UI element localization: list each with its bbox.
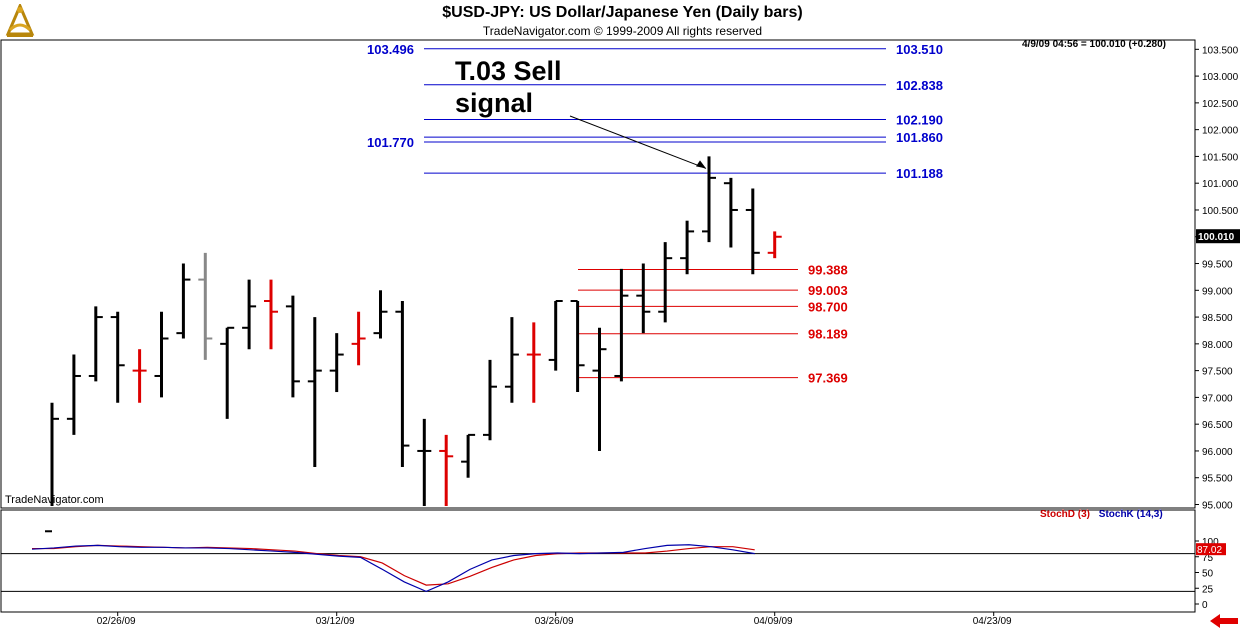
y-tick-label: 103.500 bbox=[1202, 45, 1239, 56]
ohlc-bar bbox=[242, 279, 257, 350]
y-tick-label: 100.500 bbox=[1202, 206, 1239, 217]
ohlc-bar bbox=[570, 300, 585, 393]
blue-level-label: 103.510 bbox=[896, 42, 943, 57]
y-tick-label: 99.500 bbox=[1202, 260, 1233, 271]
blue-level-left-label: 103.496 bbox=[367, 42, 414, 57]
stochastic-panel-frame bbox=[0, 509, 1196, 613]
watermark: TradeNavigator.com bbox=[5, 494, 104, 506]
ohlc-bar bbox=[373, 290, 388, 339]
ohlc-bar bbox=[504, 317, 519, 403]
last-price-box bbox=[1196, 229, 1240, 244]
ohlc-bar bbox=[351, 311, 366, 366]
last-price-label: 100.010 bbox=[1198, 232, 1235, 243]
y-tick-label: 97.500 bbox=[1202, 367, 1233, 378]
legend-stoch-k: StochK (14,3) bbox=[1098, 509, 1163, 520]
ohlc-bar bbox=[548, 300, 563, 371]
y-tick-label: 103.000 bbox=[1202, 72, 1239, 83]
blue-level-label: 101.188 bbox=[896, 166, 943, 181]
ohlc-bar bbox=[526, 322, 541, 403]
stoch-y-tick-label: 25 bbox=[1202, 584, 1214, 595]
y-tick-label: 101.000 bbox=[1202, 179, 1239, 190]
ohlc-bar bbox=[614, 268, 629, 382]
ohlc-bar bbox=[395, 301, 410, 468]
ohlc-bar bbox=[680, 220, 695, 275]
y-tick-label: 95.500 bbox=[1202, 474, 1233, 485]
red-level-label: 98.700 bbox=[808, 299, 848, 314]
ohlc-bar bbox=[45, 402, 59, 533]
ohlc-bar bbox=[329, 333, 344, 393]
blue-level-label: 102.190 bbox=[896, 112, 943, 127]
blue-level-left-label: 101.770 bbox=[367, 135, 414, 150]
ohlc-bar bbox=[264, 279, 278, 350]
blue-level-label: 102.838 bbox=[896, 78, 943, 93]
ohlc-bar bbox=[592, 327, 607, 451]
stoch-y-tick-label: 75 bbox=[1202, 553, 1214, 564]
red-level-label: 99.388 bbox=[808, 263, 848, 278]
ohlc-bar bbox=[461, 433, 476, 478]
ohlc-bar bbox=[220, 326, 235, 419]
chart-title: $USD-JPY: US Dollar/Japanese Yen (Daily … bbox=[442, 4, 803, 21]
legend-stoch-d: StochD (3) bbox=[1040, 509, 1090, 520]
stoch-y-tick-label: 50 bbox=[1202, 569, 1214, 580]
ohlc-bar bbox=[176, 263, 191, 339]
quote-readout: 4/9/09 04:56 = 100.010 (+0.280) bbox=[1022, 39, 1167, 50]
blue-level-label: 101.860 bbox=[896, 130, 943, 145]
red-level-label: 97.369 bbox=[808, 371, 848, 386]
ohlc-bar bbox=[702, 156, 716, 243]
main-panel-frame bbox=[0, 39, 1196, 509]
annotation-arrow-head bbox=[696, 160, 706, 169]
stoch-y-tick-label: 0 bbox=[1202, 600, 1208, 611]
chart-subtitle: TradeNavigator.com © 1999-2009 All right… bbox=[482, 24, 763, 38]
stoch-d-line bbox=[32, 544, 755, 586]
ohlc-bar bbox=[110, 311, 125, 403]
y-tick-label: 95.000 bbox=[1202, 501, 1233, 512]
y-tick-label: 96.000 bbox=[1202, 447, 1233, 458]
red-level-label: 98.189 bbox=[808, 327, 848, 342]
ohlc-bar bbox=[285, 295, 300, 398]
annotation-text: T.03 Sell signal bbox=[455, 55, 562, 119]
ohlc-bar bbox=[198, 252, 213, 360]
ohlc-bar bbox=[307, 317, 322, 468]
ohlc-bar bbox=[745, 188, 760, 275]
y-tick-label: 101.500 bbox=[1202, 152, 1239, 163]
x-tick-label: 04/09/09 bbox=[754, 616, 793, 627]
ohlc-bar bbox=[88, 306, 103, 382]
y-tick-label: 99.000 bbox=[1202, 286, 1233, 297]
ohlc-bar bbox=[723, 177, 738, 248]
stochastic-legend: StochD (3) StochK (14,3) bbox=[1040, 509, 1163, 520]
stoch-y-tick-label: 100 bbox=[1202, 537, 1219, 548]
ohlc-bar bbox=[417, 418, 432, 506]
ohlc-bar bbox=[483, 359, 497, 441]
ohlc-bar bbox=[658, 242, 673, 323]
y-tick-label: 96.500 bbox=[1202, 420, 1233, 431]
sextant-logo-icon bbox=[5, 4, 35, 37]
x-tick-label: 03/12/09 bbox=[316, 616, 355, 627]
annotation-line-1: T.03 Sell bbox=[455, 56, 562, 86]
ohlc-bar bbox=[636, 263, 651, 334]
ohlc-bar bbox=[66, 354, 81, 435]
x-tick-label: 04/23/09 bbox=[973, 616, 1012, 627]
y-tick-label: 102.000 bbox=[1202, 126, 1239, 137]
annotation-arrow-line bbox=[569, 115, 707, 169]
red-left-arrow-icon[interactable] bbox=[1208, 613, 1240, 629]
ohlc-bar bbox=[439, 434, 454, 506]
x-tick-label: 02/26/09 bbox=[97, 616, 136, 627]
stoch-last-value-label: 87.02 bbox=[1197, 545, 1222, 556]
stoch-k-line bbox=[31, 544, 755, 593]
y-tick-label: 98.000 bbox=[1202, 340, 1233, 351]
stoch-last-value-box bbox=[1196, 543, 1226, 556]
red-level-label: 99.003 bbox=[808, 283, 848, 298]
ohlc-bar bbox=[767, 231, 782, 259]
y-tick-label: 102.500 bbox=[1202, 99, 1239, 110]
x-tick-label: 03/26/09 bbox=[535, 616, 574, 627]
ohlc-bar bbox=[132, 349, 147, 403]
annotation-line-2: signal bbox=[455, 88, 534, 118]
y-tick-label: 98.500 bbox=[1202, 313, 1233, 324]
ohlc-bar bbox=[154, 311, 169, 398]
y-tick-label: 97.000 bbox=[1202, 393, 1233, 404]
